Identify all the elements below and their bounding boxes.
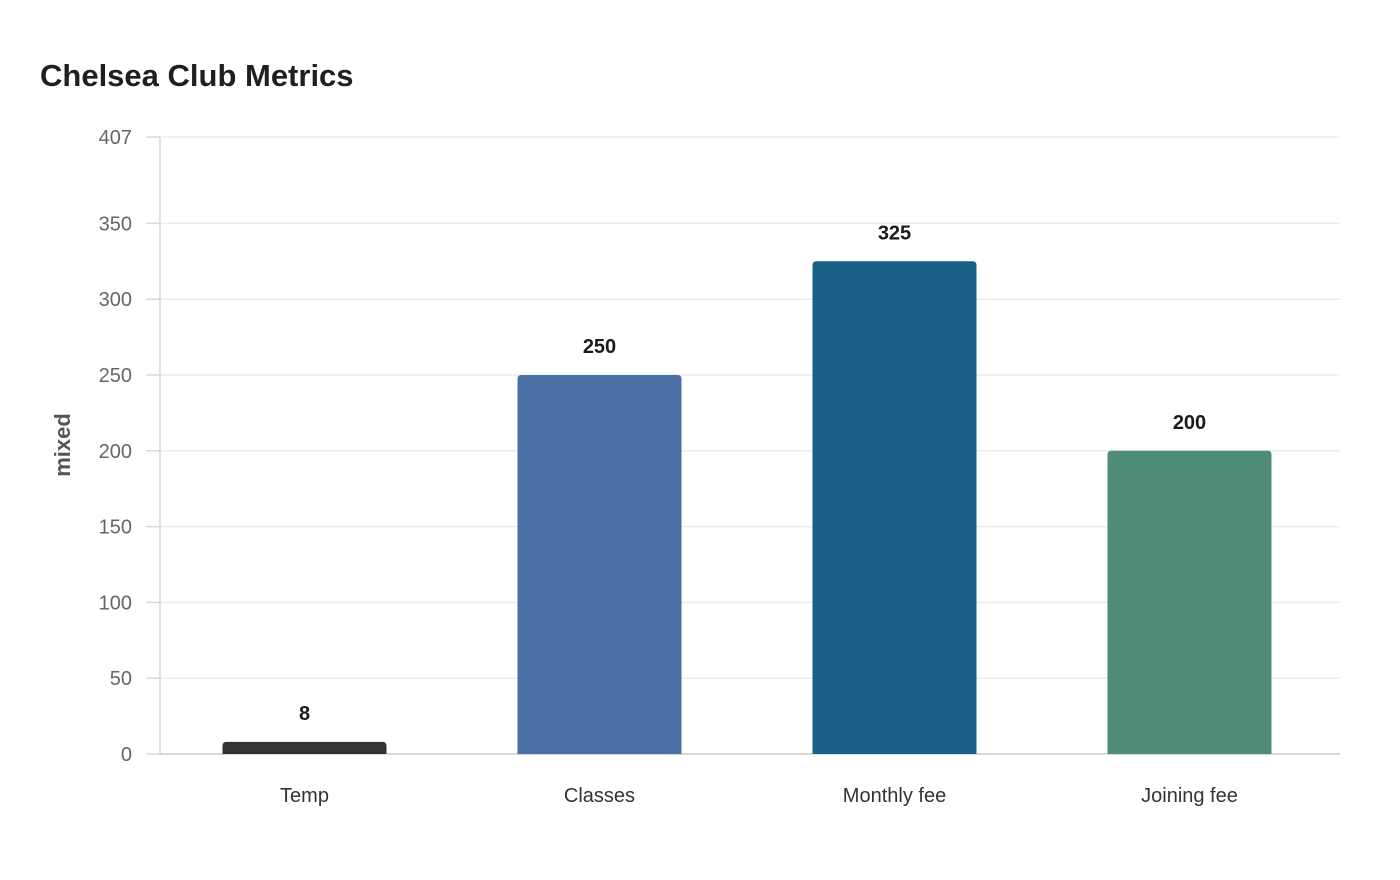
y-tick-label: 50 <box>110 668 132 690</box>
x-tick-label: Temp <box>280 785 329 807</box>
x-tick-label: Monthly fee <box>843 785 946 807</box>
value-label: 325 <box>878 222 911 244</box>
y-tick-label: 150 <box>99 517 132 539</box>
x-tick-label: Classes <box>564 785 635 807</box>
value-label: 8 <box>299 703 310 725</box>
y-tick-label: 200 <box>99 441 132 463</box>
y-tick-label: 300 <box>99 289 132 311</box>
y-axis-label: mixed <box>50 413 75 477</box>
bar-monthly-fee <box>812 261 977 754</box>
grid-lines <box>160 136 1340 679</box>
bar-joining-fee <box>1107 450 1272 754</box>
y-tick-labels: 0 50 100 150 200 250 300 350 407 <box>99 127 160 766</box>
value-label: 200 <box>1173 412 1206 434</box>
value-labels: 8 250 325 200 <box>299 222 1206 725</box>
chart-title: Chelsea Club Metrics <box>40 58 354 93</box>
bars <box>222 261 1272 754</box>
bar-classes <box>517 375 682 754</box>
value-label: 250 <box>583 336 616 358</box>
x-tick-labels: Temp Classes Monthly fee Joining fee <box>280 785 1238 807</box>
y-tick-label: 407 <box>99 127 132 149</box>
x-tick-label: Joining fee <box>1141 785 1238 807</box>
y-tick-label: 250 <box>99 365 132 387</box>
y-tick-label: 100 <box>99 592 132 614</box>
bar-temp <box>222 741 387 754</box>
y-tick-label: 0 <box>121 744 132 766</box>
y-tick-label: 350 <box>99 213 132 235</box>
